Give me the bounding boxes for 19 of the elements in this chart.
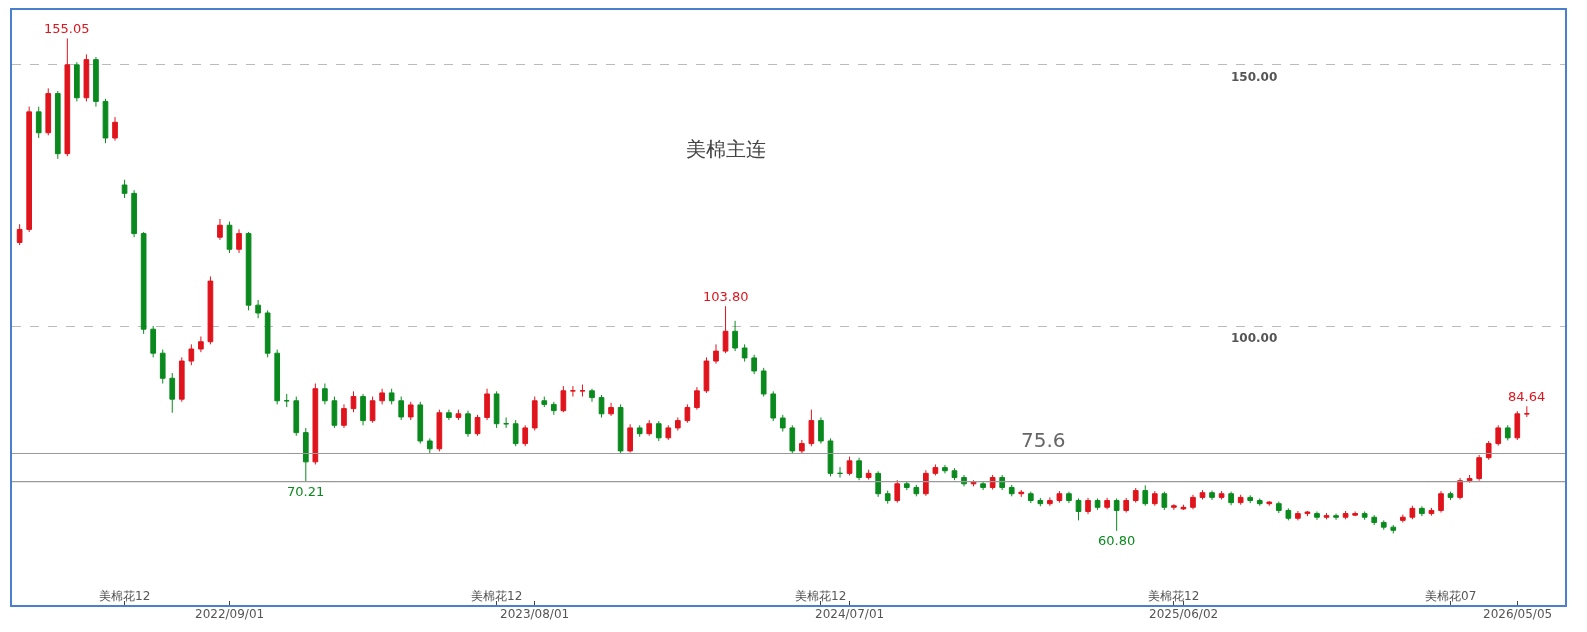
annotation: 84.64 bbox=[1508, 389, 1546, 404]
x-tick-label: 美棉花12 bbox=[471, 589, 523, 603]
annotation: 103.80 bbox=[703, 289, 749, 304]
x-tick-label: 2025/06/02 bbox=[1149, 607, 1219, 621]
y-tick-label: 100.00 bbox=[1231, 331, 1278, 345]
text: 美棉主连 bbox=[686, 137, 766, 161]
x-tick-label: 2022/09/01 bbox=[195, 607, 265, 621]
x-tick-label: 2024/07/01 bbox=[815, 607, 885, 621]
ref-line-label: 75.6 bbox=[1021, 428, 1066, 452]
x-tick-label: 2026/05/05 bbox=[1483, 607, 1553, 621]
x-tick-label: 美棉花12 bbox=[1148, 589, 1200, 603]
annotation: 155.05 bbox=[44, 21, 90, 36]
annotation: 70.21 bbox=[287, 484, 325, 499]
annotation: 60.80 bbox=[1098, 533, 1136, 548]
y-tick-label: 150.00 bbox=[1231, 70, 1278, 84]
x-tick-label: 美棉花12 bbox=[99, 589, 151, 603]
x-tick-label: 美棉花12 bbox=[795, 589, 847, 603]
x-tick-label: 2023/08/01 bbox=[500, 607, 570, 621]
x-tick-label: 美棉花07 bbox=[1425, 589, 1477, 603]
